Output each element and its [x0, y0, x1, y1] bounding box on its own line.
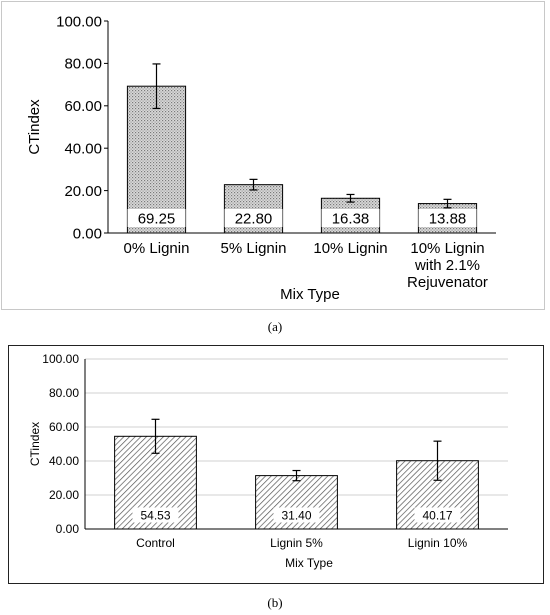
x-tick-label: Lignin 10% — [408, 536, 468, 550]
data-label: 54.53 — [140, 508, 170, 522]
data-label: 22.80 — [235, 210, 273, 227]
y-tick-label: 100.00 — [56, 13, 102, 30]
y-tick-label: 60.00 — [49, 420, 79, 434]
x-tick-label: Control — [136, 536, 175, 550]
x-axis-title: Mix Type — [280, 286, 340, 303]
data-label-box — [273, 507, 320, 523]
data-label: 31.40 — [281, 508, 311, 522]
data-label-box — [132, 507, 179, 523]
caption-b: (b) — [267, 595, 282, 610]
y-tick-label: 0.00 — [56, 522, 80, 536]
y-tick-label: 20.00 — [64, 183, 102, 200]
y-axis-title: CTindex — [28, 422, 42, 466]
data-label-box — [127, 209, 186, 227]
data-label-box — [414, 507, 461, 523]
y-tick-label: 0.00 — [73, 225, 102, 242]
y-tick-label: 20.00 — [49, 488, 79, 502]
y-axis-title: CTindex — [26, 99, 43, 155]
caption-a: (a) — [268, 319, 282, 334]
y-tick-label: 60.00 — [64, 98, 102, 115]
x-tick-label: 10% Lignin — [410, 240, 484, 257]
data-label: 40.17 — [422, 508, 452, 522]
y-tick-label: 100.00 — [42, 352, 79, 366]
data-label-box — [224, 209, 283, 227]
x-axis-title: Mix Type — [285, 556, 333, 570]
data-label-box — [321, 209, 380, 227]
x-tick-label: Lignin 5% — [270, 536, 323, 550]
x-tick-label: 5% Lignin — [221, 240, 287, 257]
panel-a-frame — [1, 1, 545, 310]
data-label: 69.25 — [138, 210, 176, 227]
x-tick-label: Rejuvenator — [407, 274, 488, 291]
y-tick-label: 40.00 — [49, 454, 79, 468]
y-tick-label: 80.00 — [64, 56, 102, 73]
x-tick-label: with 2.1% — [414, 257, 480, 274]
y-tick-label: 80.00 — [49, 386, 79, 400]
data-label: 13.88 — [429, 210, 467, 227]
data-label-box — [418, 209, 477, 227]
x-tick-label: 0% Lignin — [124, 240, 190, 257]
chart-b: 0.00 20.00 40.00 60.00 80.00 100.00 54.53 Contr… — [28, 352, 508, 570]
chart-a: 0.00 20.00 40.00 60.00 80.00 100.00 69.25 0% Li… — [26, 13, 496, 303]
y-tick-label: 40.00 — [64, 140, 102, 157]
x-tick-label: 10% Lignin — [313, 240, 387, 257]
data-label: 16.38 — [332, 210, 370, 227]
